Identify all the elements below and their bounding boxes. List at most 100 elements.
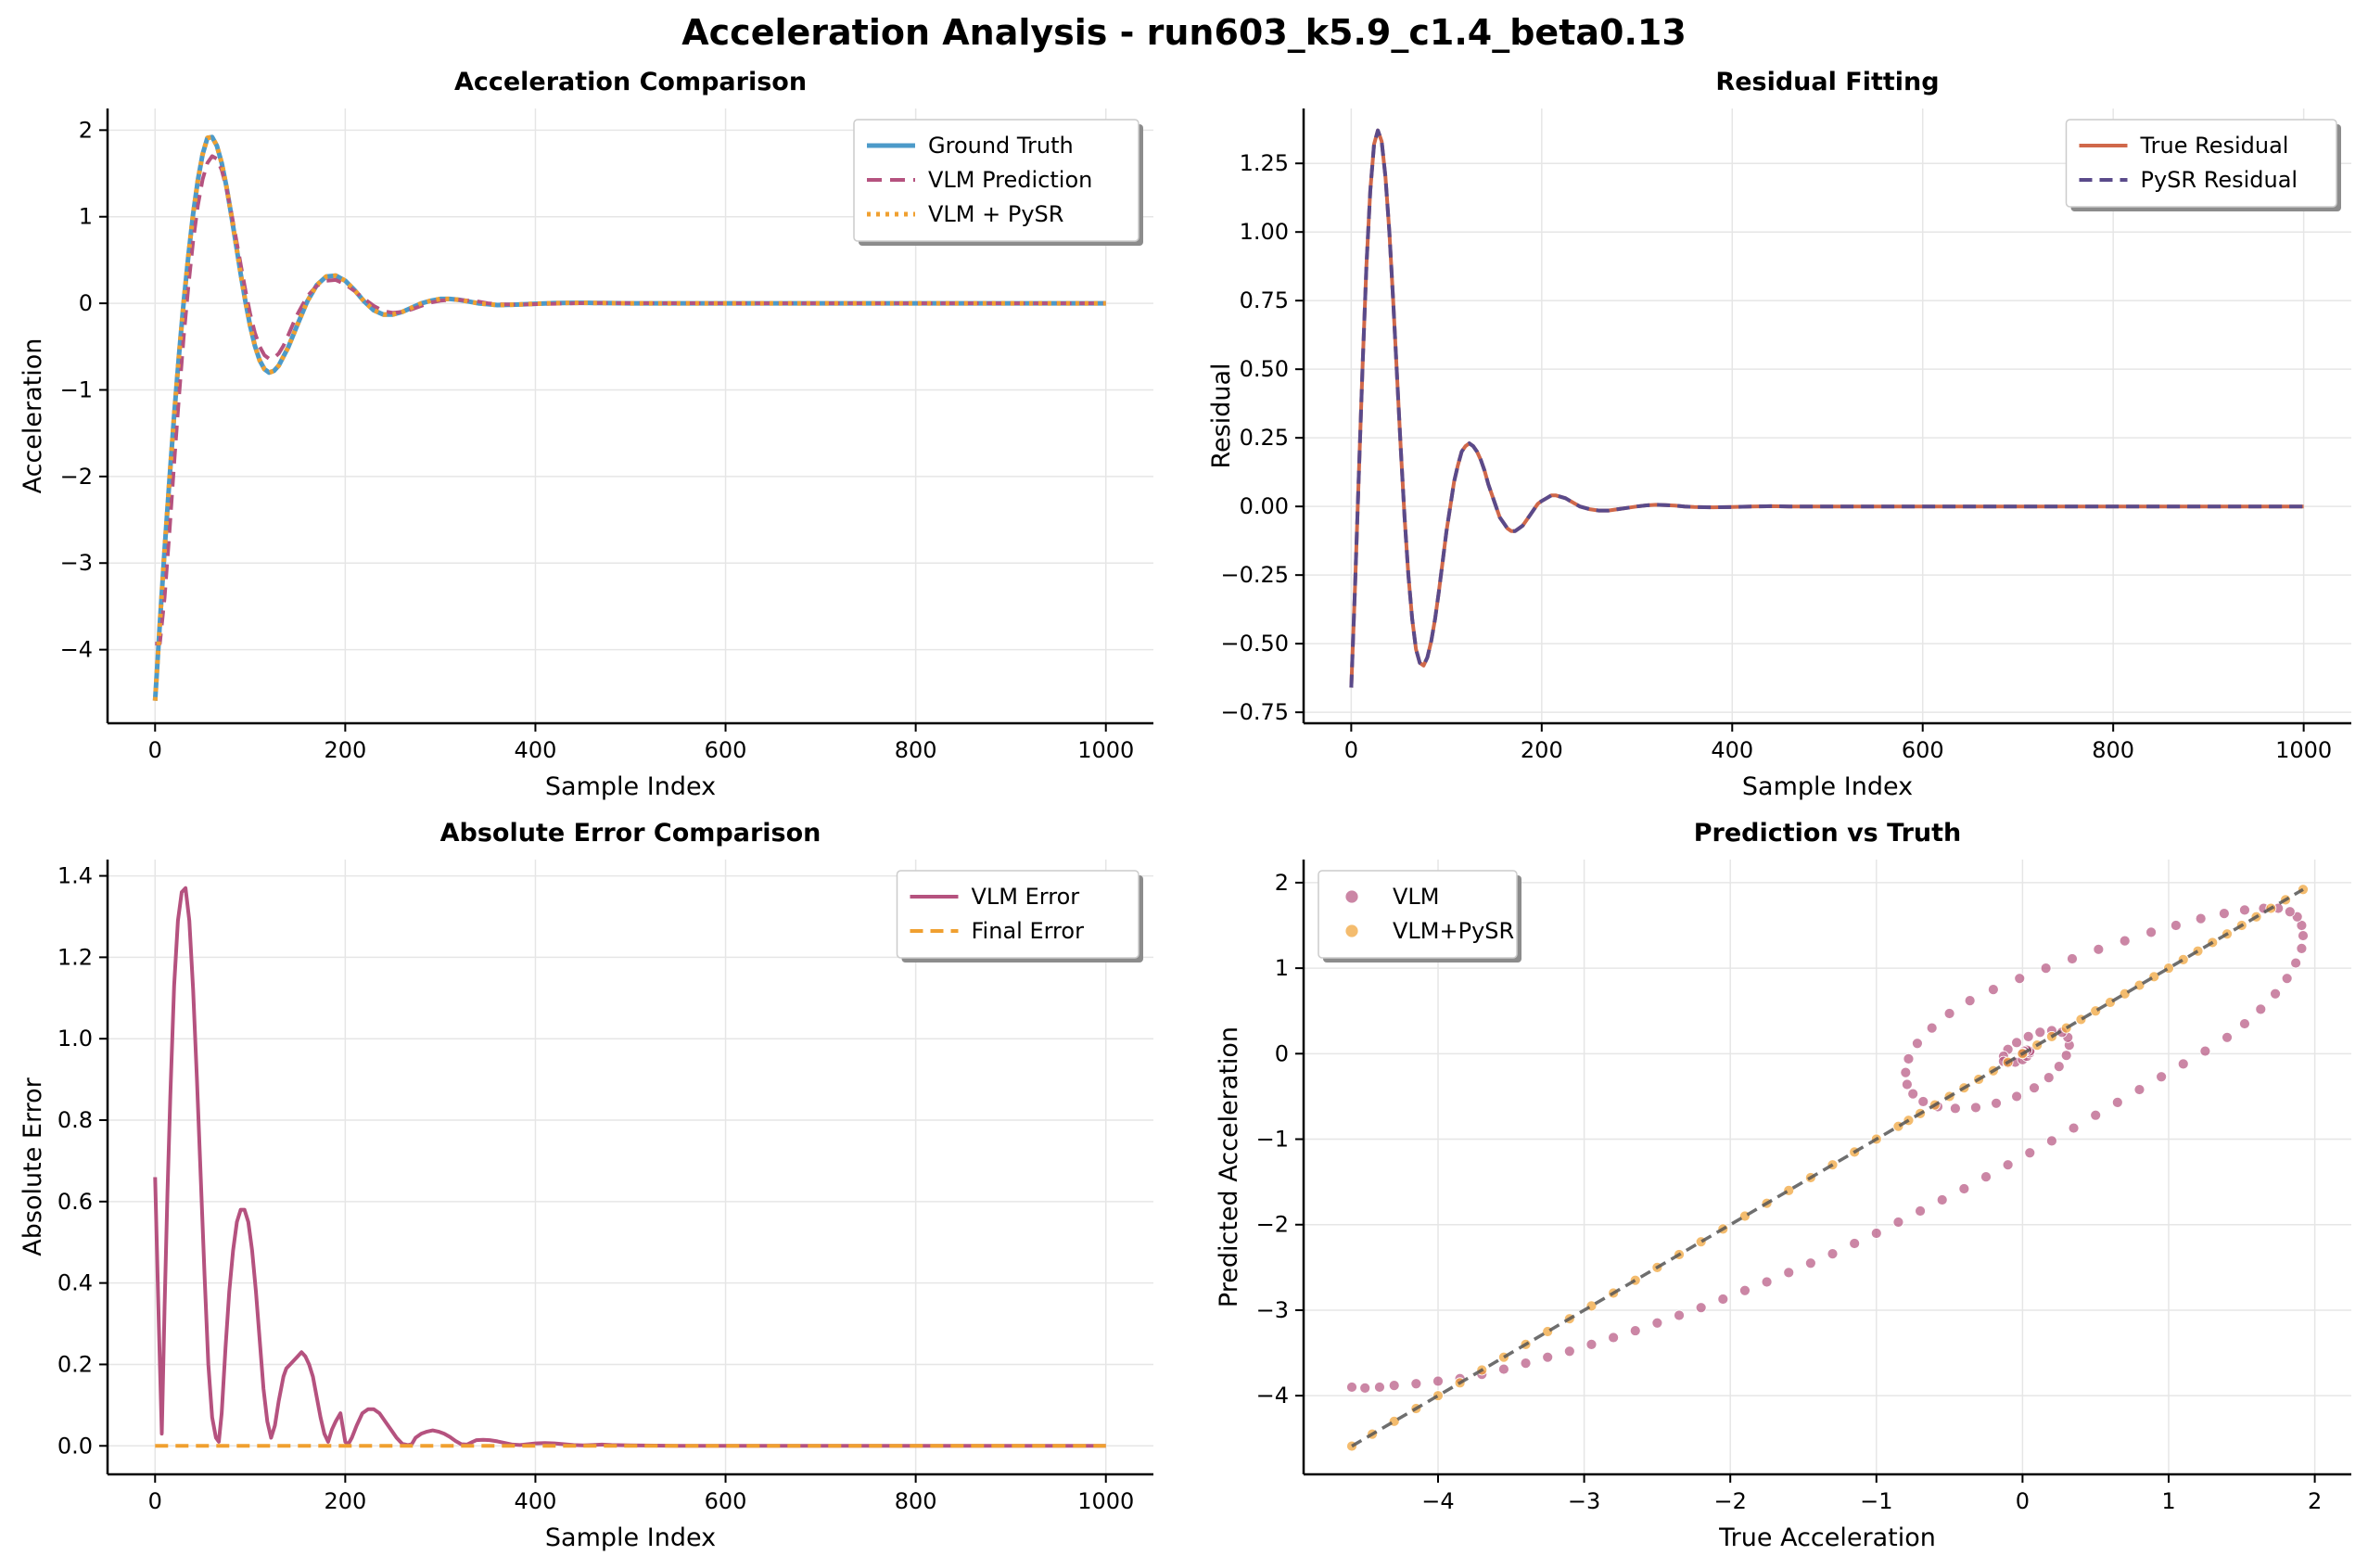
y-tick-label: −3 — [1256, 1297, 1289, 1323]
chart-title: Absolute Error Comparison — [440, 819, 821, 848]
scatter-point-vlm — [1926, 1022, 1938, 1034]
scatter-point-vlm — [1374, 1382, 1385, 1393]
scatter-point-vlm — [1827, 1248, 1839, 1259]
x-axis-label: Sample Index — [1742, 772, 1913, 801]
scatter-point-vlm — [1804, 1257, 1816, 1269]
scatter-point-vlm — [1498, 1363, 1509, 1375]
plot-area — [153, 886, 1106, 1448]
scatter-point-vlm — [1849, 1238, 1861, 1249]
scatter-point-vlm — [1991, 1097, 2002, 1109]
chart-title: Prediction vs Truth — [1694, 819, 1962, 848]
scatter-point-vlm — [1695, 1302, 1707, 1314]
scatter-point-vlm — [2022, 1030, 2034, 1042]
y-tick-label: 0.8 — [57, 1107, 93, 1133]
legend-box — [2065, 119, 2337, 208]
y-tick-label: −4 — [60, 637, 93, 663]
chart-res: 0 200 400 600 800 1000 −0.75 −0.50 −0.25 0.00 0.25… — [1207, 68, 2351, 801]
scatter-point-vlm — [2298, 930, 2309, 941]
x-tick-label: 1000 — [1077, 1488, 1134, 1514]
scatter-point-vlm — [1915, 1205, 1926, 1217]
chart-title: Acceleration Comparison — [454, 68, 807, 96]
scatter-point-vlm — [2043, 1072, 2055, 1084]
y-tick-label: −0.50 — [1220, 631, 1289, 657]
scatter-point-vlm — [1892, 1217, 1904, 1228]
scatter-point-vlm — [2068, 1122, 2080, 1134]
scatter-point-vlm — [2002, 1159, 2014, 1171]
x-tick-label: 1000 — [1077, 737, 1134, 763]
scatter-point-vlm — [2156, 1071, 2168, 1083]
x-tick-label: 2 — [2308, 1488, 2322, 1514]
scatter-point-vlm — [2284, 906, 2296, 918]
chart-title: Residual Fitting — [1715, 68, 1939, 96]
y-tick-label: 0.25 — [1240, 425, 1289, 451]
scatter-point-vlm — [2170, 920, 2182, 931]
y-tick-label: 1.25 — [1240, 150, 1289, 176]
x-tick-label: −2 — [1714, 1488, 1747, 1514]
scatter-point-vlm — [2195, 912, 2207, 924]
y-axis-label: Residual — [1207, 363, 1236, 468]
scatter-point-vlm — [1739, 1284, 1751, 1296]
scatter-point-vlm — [2296, 942, 2308, 954]
y-tick-label: 0.00 — [1240, 493, 1289, 519]
plot-area — [1346, 884, 2309, 1452]
y-tick-label: −1 — [1256, 1127, 1289, 1153]
scatter-point-vlm — [2239, 1018, 2250, 1029]
chart-acc: 0 200 400 600 800 1000 −4 −3 −2 −1 0 1 2 Acceleration… — [19, 68, 1153, 801]
scatter-point-vlm — [2024, 1147, 2036, 1159]
scatter-point-vlm — [2034, 1026, 2046, 1039]
x-tick-label: 600 — [705, 1488, 747, 1514]
scatter-point-vlm — [1912, 1038, 1923, 1050]
legend-label-vlm-pysr: VLM+PySR — [1393, 918, 1514, 944]
x-axis-label: True Acceleration — [1718, 1523, 1936, 1552]
x-tick-label: 200 — [324, 1488, 366, 1514]
scatter-point-vlm — [1629, 1325, 1641, 1336]
scatter-point-vlm — [1608, 1332, 1620, 1344]
y-tick-label: −4 — [1256, 1383, 1289, 1409]
scatter-point-vlm — [2046, 1135, 2057, 1147]
y-tick-label: 1 — [1275, 955, 1289, 981]
scatter-point-vlm — [2177, 1058, 2189, 1070]
y-axis-label: Absolute Error — [19, 1077, 47, 1256]
legend-label-vlm: VLM — [1393, 884, 1440, 910]
y-axis-label: Predicted Acceleration — [1215, 1026, 1243, 1307]
scatter-point-vlm — [2119, 935, 2131, 947]
y-tick-label: 0 — [79, 290, 93, 316]
figure-title: Acceleration Analysis - run603_k5.9_c1.4… — [681, 12, 1687, 53]
legend-label-true-residual: True Residual — [2140, 133, 2289, 159]
legend-label-final-error: Final Error — [972, 918, 1085, 944]
legend-label-ground-truth: Ground Truth — [928, 133, 1074, 159]
x-tick-label: −4 — [1421, 1488, 1454, 1514]
scatter-point-vlm — [2145, 926, 2157, 938]
chart-scatter: −4 −3 −2 −1 0 1 2 −4 −3 −2 −1 0 1 2 Prediction vs Trut… — [1215, 819, 2351, 1552]
scatter-point-vlm — [2090, 1109, 2102, 1121]
y-tick-label: 1 — [79, 204, 93, 230]
scatter-point-vlm — [1936, 1194, 1948, 1205]
series-line-vlm-prediction — [155, 154, 1106, 646]
x-tick-label: 0 — [1344, 737, 1358, 763]
scatter-point-vlm — [2040, 962, 2052, 975]
y-tick-label: 1.00 — [1240, 219, 1289, 245]
scatter-point-vlm — [2133, 1084, 2145, 1095]
scatter-point-vlm — [1783, 1267, 1795, 1279]
y-tick-label: −2 — [1256, 1212, 1289, 1238]
scatter-point-vlm — [2218, 908, 2230, 919]
scatter-point-vlm — [1542, 1351, 1554, 1363]
scatter-point-vlm — [1987, 984, 1999, 996]
scatter-point-vlm — [1970, 1102, 1981, 1114]
scatter-point-vlm — [2011, 1037, 2022, 1049]
x-tick-label: 0 — [2016, 1488, 2030, 1514]
x-tick-label: 1000 — [2275, 737, 2332, 763]
x-tick-label: 200 — [1521, 737, 1563, 763]
scatter-point-vlm — [1388, 1380, 1400, 1392]
y-tick-label: 0.4 — [57, 1270, 93, 1296]
x-tick-label: 0 — [148, 737, 162, 763]
x-tick-label: −1 — [1860, 1488, 1892, 1514]
x-axis-label: Sample Index — [545, 772, 716, 801]
scatter-point-vlm — [1432, 1375, 1444, 1387]
y-tick-label: 1.0 — [57, 1026, 93, 1052]
scatter-point-vlm — [1943, 1008, 1955, 1019]
scatter-point-vlm — [1651, 1317, 1663, 1329]
x-tick-label: 200 — [324, 737, 366, 763]
legend-swatch-vlm — [1344, 889, 1359, 904]
legend: VLM Error Final Error — [896, 870, 1143, 962]
